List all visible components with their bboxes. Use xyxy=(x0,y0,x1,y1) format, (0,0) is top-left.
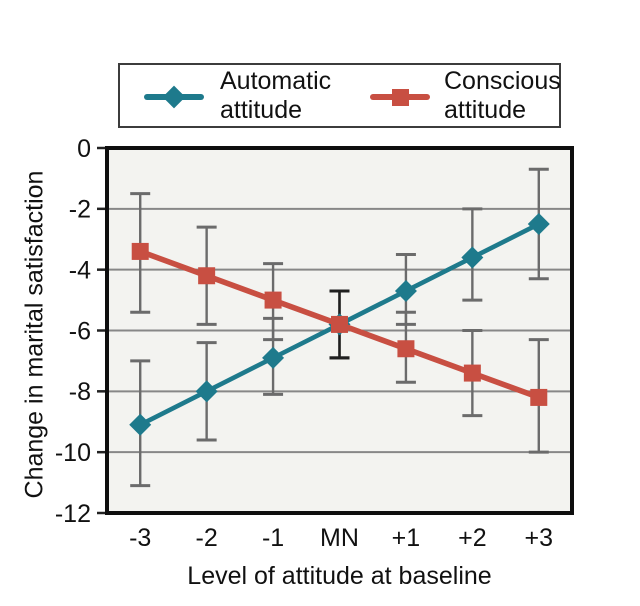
y-tick-label: 0 xyxy=(77,135,91,163)
x-axis-title: Level of attitude at baseline xyxy=(187,562,492,590)
x-tick-label: -1 xyxy=(262,524,284,552)
legend-label-line: attitude xyxy=(220,95,303,124)
data-point-square xyxy=(530,388,548,406)
square-marker-icon xyxy=(392,89,409,106)
data-point-square xyxy=(331,315,348,333)
data-point-square xyxy=(131,242,149,260)
y-tick-label: -2 xyxy=(69,196,91,224)
legend: Automatic attitude Conscious attitude xyxy=(118,63,561,128)
x-tick-label: +3 xyxy=(525,524,554,552)
y-tick-label: -6 xyxy=(69,317,91,345)
y-axis-title: Change in marital satisfaction xyxy=(20,170,49,499)
x-tick-label: -3 xyxy=(129,524,151,552)
legend-label-line: attitude xyxy=(444,95,527,124)
plot-border xyxy=(105,146,574,515)
data-point-square xyxy=(198,267,216,285)
x-tick-label: MN xyxy=(320,524,359,552)
data-point-diamond xyxy=(195,380,218,403)
legend-label-line: Conscious xyxy=(444,66,561,95)
data-point-diamond xyxy=(394,279,417,302)
legend-marker-automatic xyxy=(144,85,204,109)
x-tick-label: +1 xyxy=(392,524,421,552)
y-tick-label: -4 xyxy=(69,256,91,284)
data-point-square xyxy=(397,340,415,358)
data-point-diamond xyxy=(461,246,484,269)
diamond-marker-icon xyxy=(162,85,186,109)
legend-label-conscious: Conscious attitude xyxy=(444,67,561,125)
data-point-diamond xyxy=(129,413,152,436)
y-tick-label: -8 xyxy=(69,378,91,406)
x-tick-label: +2 xyxy=(458,524,487,552)
data-point-diamond xyxy=(262,346,285,369)
y-tick-label: -10 xyxy=(55,439,91,467)
x-tick-label: -2 xyxy=(196,524,218,552)
legend-label-automatic: Automatic attitude xyxy=(220,67,331,125)
data-point-square xyxy=(463,364,481,382)
legend-label-line: Automatic xyxy=(220,66,332,95)
data-point-diamond xyxy=(527,213,550,236)
y-tick-label: -12 xyxy=(55,500,91,528)
legend-marker-conscious xyxy=(370,86,430,109)
data-point-square xyxy=(264,291,282,309)
